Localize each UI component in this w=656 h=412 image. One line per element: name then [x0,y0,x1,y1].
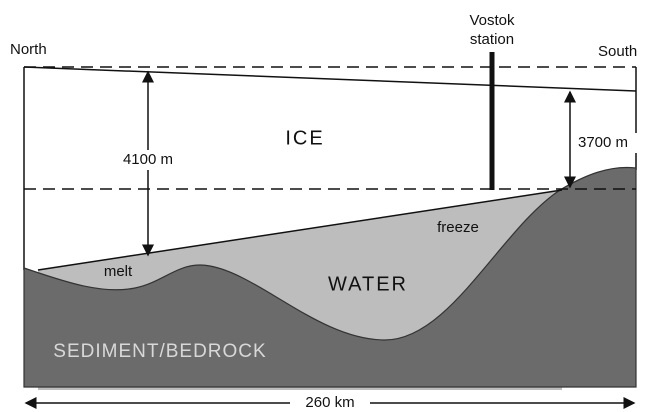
label-bg [290,393,370,412]
station-label: station [470,31,514,48]
ice-bottom [37,189,563,271]
water-label: WATER [328,273,408,295]
bedrock-label: SEDIMENT/BEDROCK [53,341,266,362]
label-bg [576,133,638,153]
label-bg [112,150,184,170]
depth-label: 4100 m [123,151,173,168]
ice-surface [23,66,637,92]
freeze-label: freeze [437,219,479,236]
north-label: North [10,41,47,58]
south-label: South [598,43,637,60]
station-label: Vostok [469,12,515,29]
melt-label: melt [104,263,133,280]
depth-label: 3700 m [578,134,628,151]
width-label: 260 km [305,394,354,411]
ice-label: ICE [285,127,324,149]
